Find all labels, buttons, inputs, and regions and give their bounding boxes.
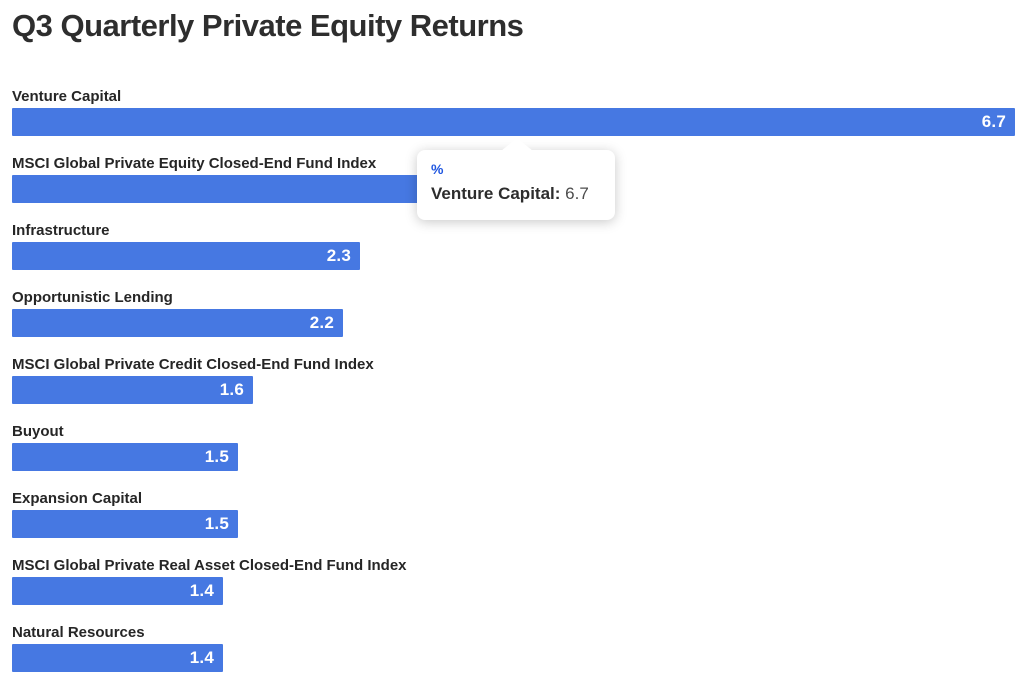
bar-label: Opportunistic Lending: [12, 289, 173, 306]
bar[interactable]: 1.4: [12, 577, 223, 605]
bar[interactable]: 1.6: [12, 376, 253, 404]
tooltip-unit: %: [431, 161, 444, 177]
bar-row: Buyout 1.5: [12, 421, 1016, 488]
bar-row: Natural Resources 1.4: [12, 622, 1016, 689]
bar[interactable]: 2.2: [12, 309, 343, 337]
bar-label: MSCI Global Private Equity Closed-End Fu…: [12, 155, 377, 172]
bar-value-label: 2.3: [326, 246, 351, 265]
bar-row: Expansion Capital 1.5: [12, 488, 1016, 555]
bar-row: MSCI Global Private Credit Closed-End Fu…: [12, 354, 1016, 421]
bar[interactable]: 6.7: [12, 108, 1015, 136]
bar[interactable]: 2.3: [12, 242, 360, 270]
bar[interactable]: 1.5: [12, 510, 238, 538]
bar-chart: Venture Capital 6.7 MSCI Global Private Eq…: [12, 86, 1016, 689]
bar-value-label: 1.5: [204, 514, 229, 533]
hover-tooltip: % Venture Capital: 6.7: [417, 138, 615, 220]
bar-row: Infrastructure 2.3: [12, 220, 1016, 287]
bar-row: Venture Capital 6.7: [12, 86, 1016, 153]
tooltip-text: Venture Capital: 6.7: [431, 183, 601, 205]
bar-label: Venture Capital: [12, 88, 122, 105]
bar-value-label: 1.5: [204, 447, 229, 466]
tooltip-caret-icon: [501, 138, 533, 151]
bar-value-label: 6.7: [981, 112, 1006, 131]
bar-value-label: 1.6: [219, 380, 244, 399]
bar-label: MSCI Global Private Credit Closed-End Fu…: [12, 356, 374, 373]
bar-label: Natural Resources: [12, 624, 145, 641]
tooltip-category: Venture Capital:: [431, 184, 561, 203]
bar[interactable]: 1.4: [12, 644, 223, 672]
bar-label: Buyout: [12, 423, 64, 440]
bar-row: MSCI Global Private Equity Closed-End Fu…: [12, 153, 1016, 220]
chart-title: Q3 Quarterly Private Equity Returns: [12, 8, 524, 43]
bar-row: Opportunistic Lending 2.2: [12, 287, 1016, 354]
bar-value-label: 1.4: [189, 581, 214, 600]
tooltip-value: 6.7: [560, 184, 589, 203]
bar-label: MSCI Global Private Real Asset Closed-En…: [12, 557, 407, 574]
bar-label: Infrastructure: [12, 222, 110, 239]
bar-value-label: 2.2: [309, 313, 334, 332]
bar-value-label: 1.4: [189, 648, 214, 667]
bar[interactable]: 1.5: [12, 443, 238, 471]
bar[interactable]: [12, 175, 446, 203]
bar-row: MSCI Global Private Real Asset Closed-En…: [12, 555, 1016, 622]
bar-label: Expansion Capital: [12, 490, 143, 507]
